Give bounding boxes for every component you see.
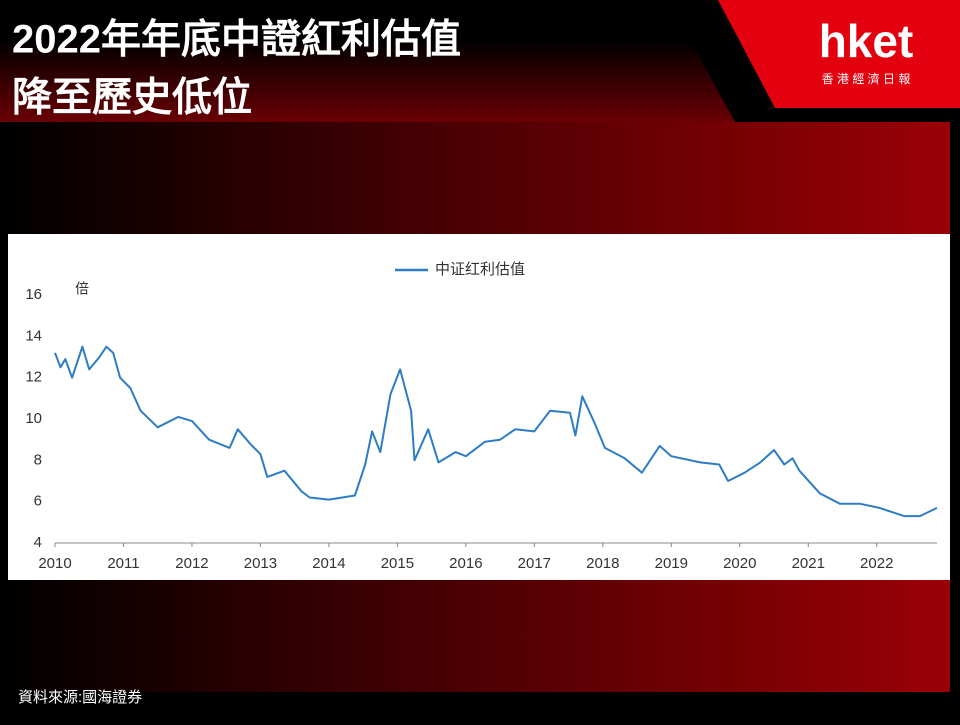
x-tick-label: 2018 [586, 555, 619, 572]
x-tick-label: 2015 [381, 555, 414, 572]
title-line: 降至歷史低位 [12, 76, 252, 120]
x-tick-label: 2014 [312, 555, 345, 572]
x-tick-label: 2012 [175, 555, 208, 572]
y-tick-label: 6 [34, 493, 42, 510]
chart-panel [8, 234, 950, 580]
y-tick-label: 10 [25, 410, 42, 427]
y-tick-label: 16 [25, 286, 42, 303]
plot: 4 6 8 10 12 14 16 2010 2011 2012 2013 2014 2015 2016 2… [25, 261, 938, 572]
y-unit-label: 倍 [75, 281, 89, 297]
source: 資料來源:國海證券 [18, 689, 142, 706]
y-tick-label: 8 [34, 451, 42, 468]
y-tick-label: 12 [25, 369, 42, 386]
x-tick-label: 2016 [449, 555, 482, 572]
title-backdrop [0, 40, 735, 122]
series-line [54, 345, 938, 518]
x-tick-label: 2021 [792, 555, 825, 572]
x-tick-label: 2022 [860, 555, 893, 572]
legend-label: 中证红利估值 [435, 261, 525, 278]
x-tick-label: 2017 [518, 555, 551, 572]
logo: hket [819, 15, 914, 67]
y-tick-label: 4 [34, 534, 42, 551]
title-line: 2022年年底中證紅利估值 [12, 17, 461, 62]
logo-subtitle: 香 港 經 濟 日 報 [822, 71, 911, 86]
x-tick-label: 2020 [723, 555, 756, 572]
x-tick-label: 2019 [655, 555, 688, 572]
x-tick-label: 2013 [244, 555, 277, 572]
x-tick-label: 2010 [38, 555, 71, 572]
x-tick-label: 2011 [107, 555, 139, 572]
y-tick-label: 14 [25, 327, 42, 344]
logo-backdrop [718, 0, 960, 108]
